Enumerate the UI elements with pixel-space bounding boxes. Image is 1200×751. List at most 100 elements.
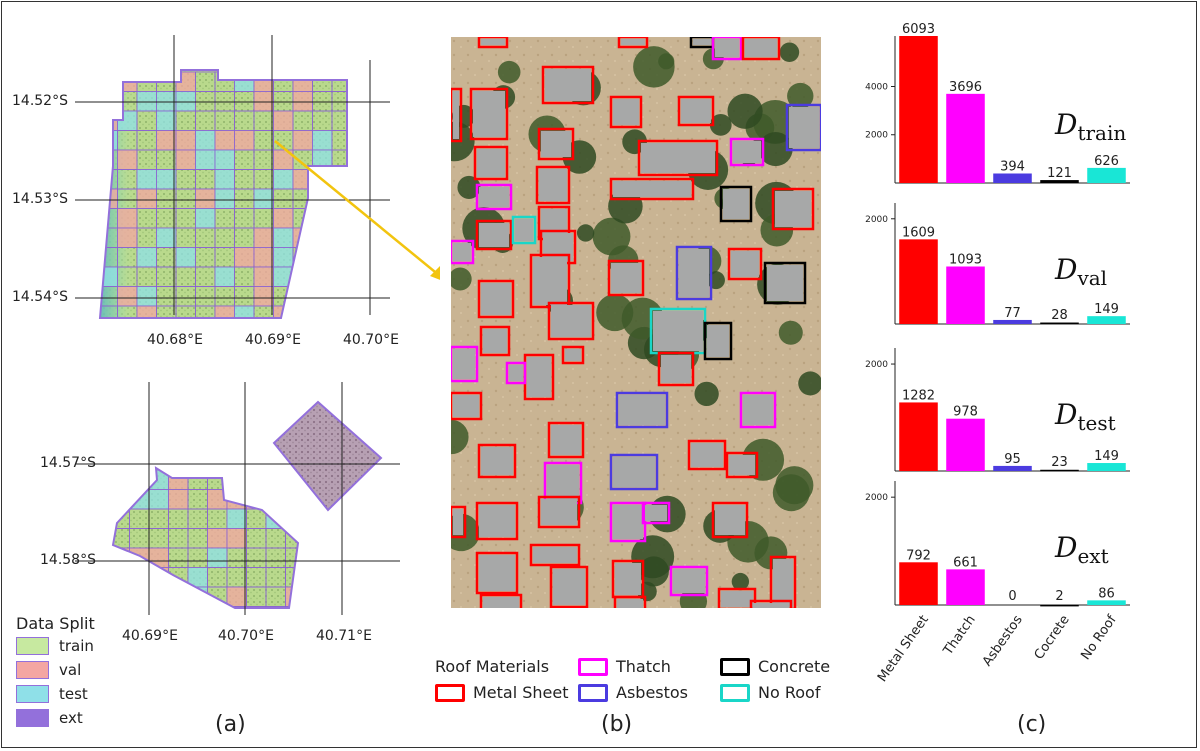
roof-annotation: [669, 565, 709, 597]
tree: [451, 267, 472, 291]
tree: [622, 129, 647, 155]
grid-cell: [215, 169, 235, 189]
roof: [773, 559, 793, 607]
roof-box: [769, 555, 797, 608]
roof-box: [617, 37, 649, 49]
no-roof-swatch: [720, 683, 750, 702]
bar-no-roof: [1087, 463, 1126, 471]
roof: [753, 603, 789, 608]
grid-cell: [188, 567, 208, 587]
grid-cell: [117, 228, 137, 248]
roof-box: [613, 595, 647, 608]
bar-value-label: 149: [1094, 302, 1119, 317]
roof-box: [677, 95, 715, 127]
roof-box: [609, 177, 695, 201]
grid-line: [113, 469, 130, 490]
roof-annotation: [741, 37, 781, 61]
chart-label-sub: val: [1077, 266, 1108, 290]
grid-line: [312, 247, 333, 268]
tree: [451, 419, 469, 455]
legend-asbestos: Asbestos: [578, 683, 688, 702]
roof-annotation: [613, 595, 647, 608]
tree: [633, 46, 675, 88]
grid-line: [207, 606, 228, 608]
legend-label: No Roof: [758, 683, 821, 702]
panel-label-a: (a): [215, 712, 246, 737]
grid-line: [312, 188, 333, 209]
roof-annotation: [469, 87, 509, 141]
grid-cell: [273, 111, 293, 131]
roof-annotation: [711, 37, 743, 61]
bar-value-label: 792: [906, 548, 931, 563]
roof-box: [615, 391, 669, 429]
grid-line: [312, 305, 333, 318]
grid-line: [246, 469, 267, 490]
roof: [453, 243, 471, 261]
grid-cell: [215, 130, 235, 150]
roof: [481, 39, 505, 45]
roof: [509, 365, 523, 381]
grid-cell: [266, 509, 286, 529]
bar-asbestos: [993, 173, 1032, 183]
roof-annotation: [769, 555, 797, 608]
roof-box: [505, 361, 527, 385]
grid-line: [312, 208, 333, 229]
tree: [694, 381, 719, 407]
chart-label-test: Dtest: [1055, 398, 1116, 435]
roof: [731, 251, 759, 277]
bar-chart-train: 2000 4000 6093 3696 394 121 626: [865, 22, 1130, 184]
grid-cell: [312, 247, 332, 267]
top-map-region: [100, 70, 347, 318]
grid-cell: [149, 548, 169, 568]
bar-value-label: 121: [1047, 166, 1072, 181]
bar-thatch: [946, 418, 985, 471]
roof-box: [475, 551, 519, 595]
roof: [479, 223, 509, 247]
x-tick-label: Asbestos: [980, 613, 1026, 670]
roof: [611, 263, 641, 293]
roof-box: [763, 261, 807, 305]
bottom-map-region: [113, 468, 298, 608]
roof-annotation: [607, 259, 645, 297]
grid-cell: [285, 509, 298, 529]
grid-line: [168, 606, 189, 608]
roof: [527, 357, 551, 397]
grid-cell: [137, 189, 157, 209]
grid-line: [129, 606, 150, 608]
roof-box: [609, 453, 659, 491]
roof-box: [785, 103, 821, 152]
grid-cell: [176, 130, 196, 150]
grid-cell: [266, 470, 286, 490]
roof-annotation: [473, 145, 509, 181]
grid-cell: [227, 509, 247, 529]
grid-cell: [254, 91, 274, 111]
grid-line: [246, 606, 267, 608]
roof: [541, 209, 567, 237]
grid-cell: [254, 247, 274, 267]
grid-cell: [137, 247, 157, 267]
y-tick-label: 4000: [865, 82, 888, 92]
chart-label-train: Dtrain: [1055, 108, 1126, 145]
roof-box: [473, 145, 509, 181]
roof-box: [475, 183, 513, 211]
roof-box: [717, 587, 757, 608]
bar-cocrete: [1040, 604, 1079, 607]
grid-cell: [156, 130, 176, 150]
lon-label: 40.68°E: [147, 332, 203, 348]
roof-annotation: [535, 165, 571, 205]
bar-cocrete: [1040, 469, 1079, 472]
tree: [772, 474, 810, 512]
roof-box: [675, 245, 713, 301]
roof-annotation: [523, 353, 555, 401]
grid-line: [331, 169, 347, 190]
bar-value-label: 661: [953, 555, 978, 570]
bar-value-label: 6093: [902, 22, 935, 37]
legend-label: ext: [59, 709, 83, 727]
concrete-swatch: [720, 657, 750, 676]
roof-box: [711, 37, 743, 61]
grid-cell: [195, 130, 215, 150]
bar-metal-sheet: [899, 402, 938, 471]
roof-annotation: [451, 505, 467, 539]
legend-label: Thatch: [616, 657, 671, 676]
bar-value-label: 3696: [949, 80, 982, 95]
